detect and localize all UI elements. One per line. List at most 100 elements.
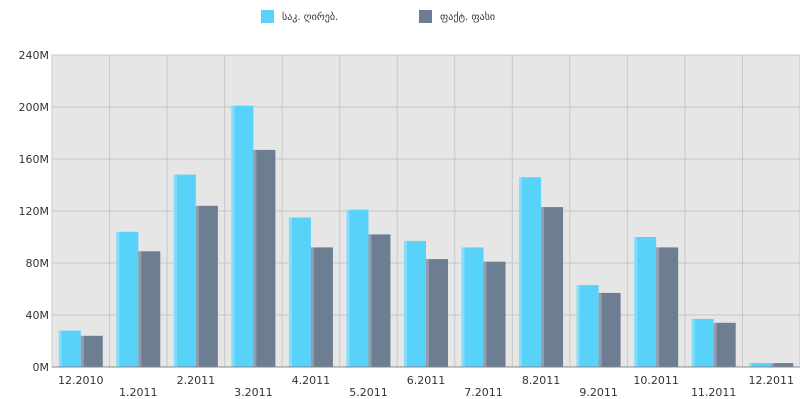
- bar-fill: [404, 240, 426, 367]
- bar-fill: [58, 330, 81, 367]
- bar: [634, 237, 657, 367]
- bar: [195, 205, 218, 367]
- y-tick-label: 120M: [19, 205, 50, 218]
- legend-swatch: [261, 10, 274, 23]
- bar: [231, 105, 254, 367]
- bar-highlight: [58, 330, 62, 367]
- bars: [58, 105, 794, 367]
- x-tick-label: 12.2011: [748, 374, 794, 387]
- bar-highlight: [310, 247, 314, 367]
- bar: [576, 285, 599, 367]
- bar-highlight: [404, 240, 407, 367]
- bar: [288, 217, 311, 367]
- bar-fill: [691, 318, 714, 367]
- x-tick-label: 3.2011: [234, 386, 273, 399]
- x-tick-label: 11.2011: [691, 386, 737, 399]
- legend-item: საკ. ღირებ.: [261, 10, 338, 23]
- bar-fill: [173, 174, 196, 367]
- x-tick-label: 10.2011: [633, 374, 679, 387]
- y-tick-label: 40M: [26, 309, 50, 322]
- bar: [346, 209, 369, 367]
- bar-fill: [253, 149, 276, 367]
- bar-highlight: [368, 234, 372, 367]
- bar: [461, 247, 484, 367]
- y-tick-label: 160M: [19, 153, 50, 166]
- x-tick-label: 9.2011: [579, 386, 618, 399]
- x-tick-label: 12.2010: [58, 374, 104, 387]
- bar-fill: [519, 177, 542, 367]
- bar: [58, 330, 81, 367]
- bar: [426, 259, 448, 367]
- legend-label: ფაქტ. ფასი: [440, 11, 495, 23]
- bar-highlight: [634, 237, 638, 367]
- bar-highlight: [426, 259, 429, 367]
- bar: [116, 231, 139, 367]
- bar-highlight: [598, 292, 602, 367]
- bar-fill: [310, 247, 333, 367]
- x-axis: 12.2010 1.2011 2.2011 3.2011 4.2011 5.2011 6.2…: [52, 366, 800, 399]
- bar: [691, 318, 714, 367]
- bar: [310, 247, 333, 367]
- bar-fill: [288, 217, 311, 367]
- bar: [519, 177, 542, 367]
- y-tick-label: 200M: [19, 101, 50, 114]
- bar-fill: [116, 231, 139, 367]
- legend-label: საკ. ღირებ.: [282, 11, 338, 23]
- bar-fill: [231, 105, 254, 367]
- x-tick-label: 6.2011: [407, 374, 446, 387]
- bar: [749, 363, 772, 367]
- y-tick-label: 0M: [33, 361, 50, 374]
- bar-fill: [656, 247, 679, 367]
- bar: [138, 251, 161, 367]
- bar-highlight: [541, 207, 545, 367]
- bar-fill: [426, 259, 448, 367]
- bar-fill: [346, 209, 369, 367]
- y-tick-label: 240M: [19, 49, 50, 62]
- legend-item: ფაქტ. ფასი: [419, 10, 495, 23]
- x-tick-label: 5.2011: [349, 386, 388, 399]
- bar-highlight: [771, 363, 775, 367]
- bar: [541, 207, 564, 367]
- legend: საკ. ღირებ. ფაქტ. ფასი: [261, 10, 495, 23]
- bar: [483, 261, 506, 367]
- bar-fill: [368, 234, 391, 367]
- bar-highlight: [691, 318, 695, 367]
- bar-highlight: [483, 261, 487, 367]
- bar-fill: [541, 207, 564, 367]
- bar-highlight: [80, 335, 84, 367]
- bar: [253, 149, 276, 367]
- legend-swatch: [419, 10, 432, 23]
- x-tick-label: 7.2011: [464, 386, 503, 399]
- bar-highlight: [461, 247, 465, 367]
- y-axis: 0M 40M 80M 120M 160M 200M 240M: [19, 49, 50, 374]
- x-tick-label: 8.2011: [522, 374, 561, 387]
- x-tick-label: 4.2011: [292, 374, 331, 387]
- bar: [404, 240, 426, 367]
- x-tick-label: 2.2011: [177, 374, 216, 387]
- bar: [598, 292, 621, 367]
- bar-highlight: [231, 105, 235, 367]
- bar-highlight: [749, 363, 753, 367]
- bar-highlight: [288, 217, 292, 367]
- bar-fill: [771, 363, 794, 367]
- bar: [656, 247, 679, 367]
- bar-fill: [80, 335, 103, 367]
- bar-fill: [598, 292, 621, 367]
- bar-fill: [483, 261, 506, 367]
- bar-highlight: [253, 149, 257, 367]
- bar-fill: [138, 251, 161, 367]
- y-tick-label: 80M: [26, 257, 50, 270]
- bar-fill: [195, 205, 218, 367]
- bar-highlight: [173, 174, 177, 367]
- bar-highlight: [346, 209, 350, 367]
- bar-highlight: [116, 231, 120, 367]
- bar-highlight: [656, 247, 660, 367]
- bar-highlight: [138, 251, 142, 367]
- bar-highlight: [713, 322, 717, 367]
- bar-fill: [713, 322, 736, 367]
- x-tick-label: 1.2011: [119, 386, 158, 399]
- bar-fill: [634, 237, 657, 367]
- bar: [771, 363, 794, 367]
- bar-highlight: [195, 205, 199, 367]
